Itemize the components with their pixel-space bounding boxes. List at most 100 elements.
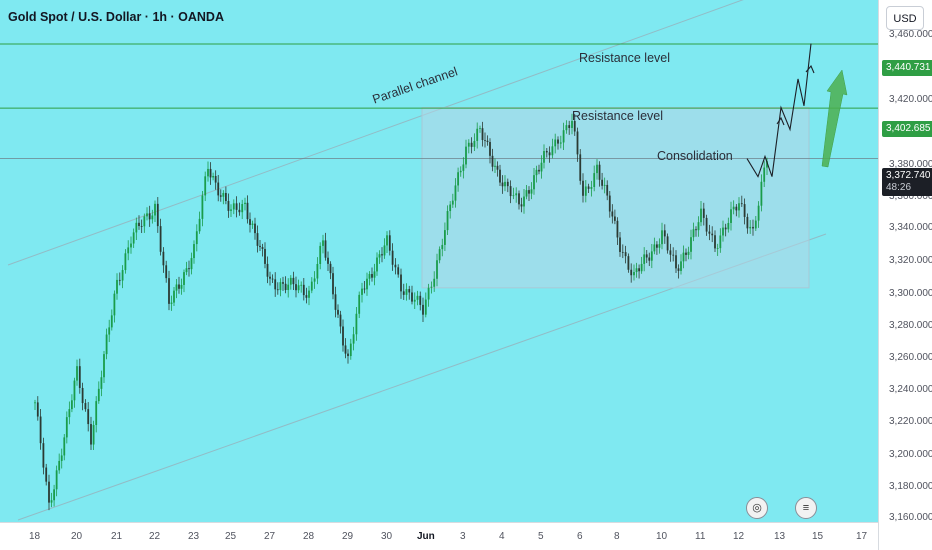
candle-body: [342, 326, 344, 346]
price-axis[interactable]: 3,460.0003,420.0003,400.0003,380.0003,36…: [878, 0, 932, 550]
candle: [113, 290, 116, 323]
time-axis[interactable]: 18 20 21 22 23 25 27 28 29 30 Jun 3 4 5 6 8 10 11 12 13 15 17: [0, 522, 878, 550]
candle-body: [282, 282, 284, 284]
candle-body: [533, 175, 535, 190]
candle: [548, 146, 551, 163]
x-tick-label: 21: [111, 531, 123, 542]
candle-body: [284, 283, 287, 291]
candle-body: [383, 245, 386, 256]
x-tick-label: 20: [71, 531, 83, 542]
currency-button[interactable]: USD: [886, 6, 924, 30]
candle-body: [110, 315, 113, 328]
candle: [559, 135, 562, 149]
candle-body: [530, 189, 533, 194]
candle-body: [515, 193, 518, 196]
candle: [627, 253, 630, 273]
candle: [754, 215, 757, 232]
candle-body: [50, 500, 53, 503]
candle: [363, 281, 366, 294]
candle: [722, 220, 724, 242]
candle-body: [132, 232, 135, 244]
candle-body: [627, 256, 630, 270]
candle: [53, 484, 55, 507]
candle-body: [402, 291, 405, 295]
candle: [214, 170, 217, 190]
candle: [635, 262, 638, 278]
y-tick-label: 3,240.000: [889, 384, 932, 395]
candle: [760, 174, 763, 212]
candle: [422, 297, 424, 323]
chart-area[interactable]: Gold Spot / U.S. Dollar · 1h · OANDA Par…: [0, 0, 878, 522]
candle-body: [217, 182, 220, 196]
candle-body: [327, 257, 329, 264]
candle-body: [363, 288, 366, 290]
candle-body: [596, 164, 598, 174]
candle-body: [151, 215, 154, 220]
candle: [557, 136, 559, 150]
candle-body: [264, 248, 266, 264]
y-tick-label: 3,300.000: [889, 288, 932, 299]
candle-body: [178, 284, 180, 289]
candle-body: [491, 155, 494, 167]
dividend-icon[interactable]: ◎: [746, 497, 768, 519]
candle: [232, 199, 235, 215]
candle-body: [207, 168, 209, 177]
candle-body: [663, 230, 666, 237]
candle: [329, 261, 332, 280]
x-tick-label: 10: [656, 531, 668, 542]
candle: [60, 448, 63, 469]
candle: [108, 319, 111, 343]
candle-body: [557, 139, 559, 144]
candle: [209, 162, 212, 185]
candle-body: [582, 180, 584, 196]
candle-body: [438, 249, 441, 261]
candle-body: [411, 292, 413, 302]
current-price-value: 3,372.740: [886, 170, 931, 181]
candle: [241, 199, 244, 220]
candle-body: [105, 334, 108, 355]
candle: [601, 172, 604, 190]
candle: [274, 272, 277, 297]
candle-body: [175, 284, 178, 291]
candle-body: [763, 167, 766, 182]
candle: [313, 271, 316, 289]
candle: [316, 257, 319, 285]
candle: [269, 271, 271, 286]
candle-body: [334, 294, 337, 310]
candle-body: [540, 162, 543, 172]
candle-body: [705, 217, 708, 232]
candle-body: [60, 455, 63, 461]
candle-body: [76, 366, 78, 381]
candle-body: [743, 204, 746, 217]
candle: [738, 197, 740, 218]
candle: [430, 281, 433, 294]
candle: [465, 139, 467, 169]
candle: [140, 219, 143, 234]
candle: [621, 244, 624, 259]
candle-body: [287, 284, 290, 291]
candle: [700, 201, 702, 227]
candle-body: [165, 265, 168, 279]
candle-body: [568, 125, 571, 128]
candle-body: [603, 184, 606, 186]
candle-body: [289, 277, 292, 285]
candle: [486, 135, 489, 146]
candle-body: [740, 203, 743, 205]
candle-body: [711, 233, 714, 236]
candle: [297, 279, 300, 294]
candle-body: [188, 268, 190, 270]
candle: [103, 351, 105, 384]
candle-body: [322, 240, 324, 246]
candle-body: [42, 443, 45, 468]
candle: [266, 256, 269, 284]
candle: [680, 254, 682, 275]
candle-body: [520, 204, 523, 207]
candle-body: [185, 268, 188, 273]
candle: [42, 437, 45, 475]
candle: [284, 276, 287, 294]
candle-body: [148, 213, 151, 220]
candle: [198, 211, 201, 234]
candle: [436, 253, 438, 287]
earnings-icon[interactable]: ≡: [795, 497, 817, 519]
x-tick-label: 6: [577, 531, 583, 542]
